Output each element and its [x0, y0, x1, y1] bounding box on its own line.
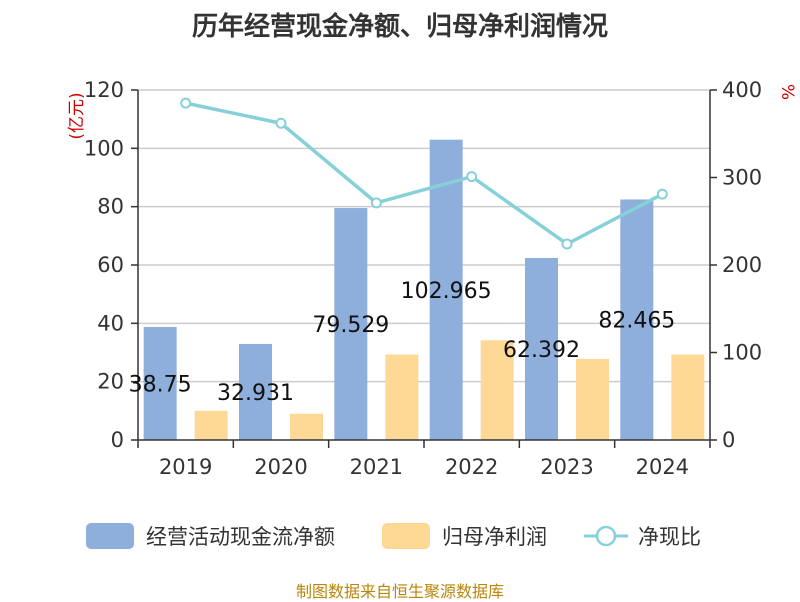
bar-cashflow: [429, 139, 463, 440]
bar-net-profit: [671, 354, 705, 440]
y-right-tick-label: 300: [722, 166, 762, 190]
x-tick-label: 2021: [350, 455, 403, 479]
y-right-tick-label: 0: [722, 428, 735, 452]
legend-item-cash-ratio[interactable]: 净现比: [582, 516, 701, 556]
data-label-cashflow: 38.75: [129, 372, 192, 397]
bar-cashflow: [525, 258, 558, 440]
line-cash-ratio: [185, 101, 664, 246]
y-right-tick-label: 400: [722, 78, 762, 102]
line-point-cash-ratio: [370, 197, 382, 209]
bar-cashflow: [334, 208, 368, 440]
y-right-tick-label: 100: [722, 341, 762, 365]
y-left-tick-label: 0: [111, 428, 124, 452]
legend-line-marker-icon: [584, 525, 628, 547]
bar-cashflow: [620, 199, 654, 440]
legend-label-cashflow: 经营活动现金流净额: [146, 525, 335, 549]
y-left-tick-label: 20: [97, 370, 124, 394]
legend-label-net-profit: 归母净利润: [442, 525, 547, 549]
bar-net-profit: [480, 340, 514, 440]
legend-swatch-net-profit: [382, 523, 430, 549]
x-tick-label: 2024: [636, 455, 689, 479]
y-left-tick-label: 120: [84, 78, 124, 102]
line-point-cash-ratio: [275, 117, 287, 129]
bar-cashflow: [239, 343, 272, 440]
x-tick-label: 2020: [254, 455, 307, 479]
legend-swatch-cashflow: [86, 523, 134, 549]
legend-label-cash-ratio: 净现比: [638, 525, 701, 549]
legend-item-cashflow[interactable]: 经营活动现金流净额: [86, 516, 335, 556]
bar-net-profit: [194, 410, 228, 440]
chart-legend: 经营活动现金流净额 归母净利润 净现比: [0, 516, 800, 556]
x-tick-label: 2023: [540, 455, 593, 479]
line-point-cash-ratio: [561, 238, 573, 250]
y-right-tick-label: 200: [722, 253, 762, 277]
y-left-tick-label: 100: [84, 136, 124, 160]
y-left-tick-label: 60: [97, 253, 124, 277]
y-right-axis-label: %: [777, 84, 797, 100]
line-point-cash-ratio: [180, 97, 192, 109]
y-left-tick-label: 40: [97, 311, 124, 335]
chart-title: 历年经营现金净额、归母净利润情况: [191, 12, 608, 42]
x-tick-label: 2019: [159, 455, 212, 479]
line-point-cash-ratio: [466, 171, 478, 183]
bar-net-profit: [576, 358, 609, 440]
data-label-cashflow: 32.931: [217, 381, 294, 406]
line-point-cash-ratio: [656, 188, 668, 200]
legend-item-net-profit[interactable]: 归母净利润: [382, 516, 547, 556]
data-label-cashflow: 82.465: [598, 309, 675, 334]
data-source-note: 制图数据来自恒生聚源数据库: [295, 582, 504, 601]
bar-net-profit: [290, 413, 323, 440]
bar-cashflow: [143, 326, 177, 440]
data-label-cashflow: 62.392: [503, 338, 580, 363]
data-label-cashflow: 79.529: [312, 313, 389, 338]
y-left-axis-label: (亿元): [67, 92, 87, 139]
bar-net-profit: [385, 354, 419, 440]
y-left-tick-label: 80: [97, 195, 124, 219]
data-label-cashflow: 102.965: [401, 279, 492, 304]
x-tick-label: 2022: [445, 455, 498, 479]
